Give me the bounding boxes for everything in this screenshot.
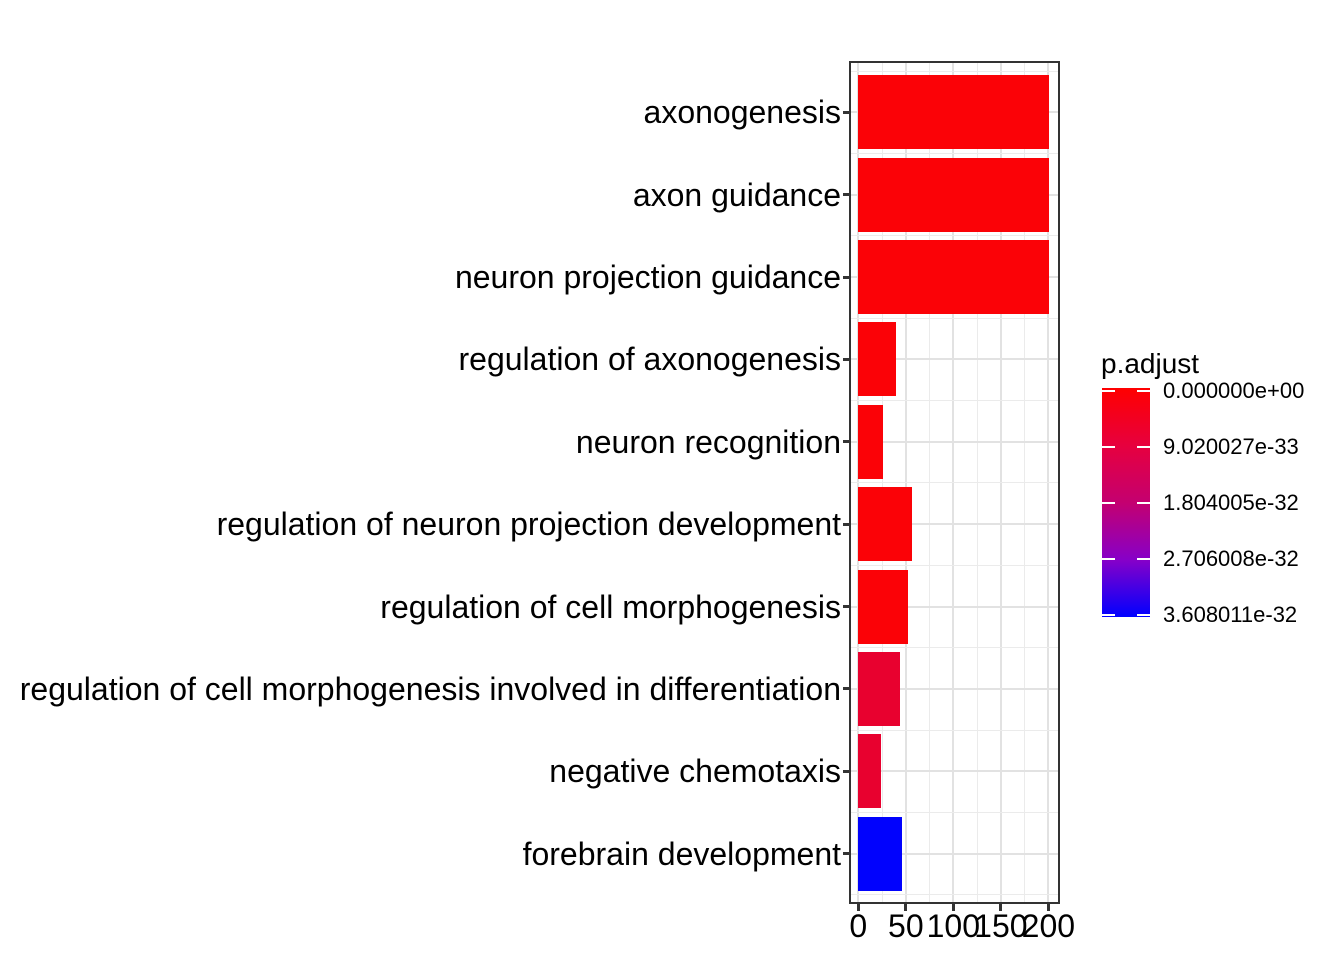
legend-tick-left: [1102, 614, 1115, 616]
y-axis-tick: [843, 357, 850, 361]
gridline-horizontal-minor: [851, 811, 1058, 813]
gridline-horizontal-major: [851, 605, 1058, 608]
y-axis-tick: [843, 769, 850, 773]
legend-tick-label: 2.706008e-32: [1163, 546, 1299, 571]
category-label: regulation of cell morphogenesis: [380, 588, 841, 625]
legend-tick-label: 0.000000e+00: [1163, 378, 1305, 403]
legend-tick-right: [1137, 390, 1150, 392]
y-axis-tick: [843, 852, 850, 856]
gridline-horizontal-major: [851, 440, 1058, 443]
gridline-horizontal-minor: [851, 894, 1058, 896]
category-label: regulation of neuron projection developm…: [216, 506, 841, 543]
category-label: regulation of axonogenesis: [458, 341, 842, 378]
x-axis-tick-label: 200: [1021, 908, 1076, 944]
x-axis-tick-label: 50: [888, 908, 924, 944]
y-axis-tick: [843, 275, 850, 279]
bar-forebrain-development: [858, 816, 902, 891]
category-label: regulation of cell morphogenesis involve…: [19, 670, 841, 707]
bar-regulation-of-cell-morphogenesis-involved-in-differentiation: [858, 651, 901, 726]
bar-neuron-projection-guidance: [858, 240, 1050, 315]
y-axis-tick: [843, 687, 850, 691]
gridline-horizontal-minor: [851, 70, 1058, 72]
legend-tick-right: [1137, 614, 1150, 616]
gridline-horizontal-minor: [851, 153, 1058, 155]
legend-tick-left: [1102, 558, 1115, 560]
legend-tick-left: [1102, 390, 1115, 392]
y-axis-tick: [843, 605, 850, 608]
gridline-horizontal-major: [851, 523, 1058, 526]
category-label: negative chemotaxis: [549, 753, 841, 790]
gridline-horizontal-minor: [851, 235, 1058, 237]
bar-axon-guidance: [858, 157, 1050, 232]
bar-regulation-of-cell-morphogenesis: [858, 569, 908, 644]
legend-tick-right: [1137, 558, 1150, 560]
x-axis-tick: [1046, 903, 1050, 911]
x-axis-tick: [856, 903, 860, 911]
legend-tick-left: [1102, 502, 1115, 504]
legend-tick-right: [1137, 502, 1150, 504]
legend-tick-label: 9.020027e-33: [1163, 434, 1299, 459]
bar-regulation-of-neuron-projection-development: [858, 487, 912, 562]
legend-tick-right: [1137, 446, 1150, 448]
legend-title: p.adjust: [1101, 348, 1200, 379]
gridline-horizontal-minor: [851, 647, 1058, 649]
legend-tick-label: 3.608011e-32: [1163, 602, 1298, 627]
x-axis-tick-label: 150: [974, 908, 1028, 944]
y-axis-tick: [843, 193, 850, 197]
bar-neuron-recognition: [858, 404, 883, 479]
gridline-horizontal-minor: [851, 564, 1058, 566]
gridline-horizontal-minor: [851, 400, 1058, 402]
category-label: axonogenesis: [643, 94, 841, 131]
x-axis-tick-label: 0: [849, 908, 868, 944]
gridline-horizontal-major: [851, 358, 1058, 361]
bar-axonogenesis: [858, 75, 1050, 150]
x-axis-tick-label: 100: [926, 908, 981, 944]
y-axis-tick: [843, 440, 850, 444]
bar-negative-chemotaxis: [858, 734, 882, 809]
gridline-horizontal-major: [851, 687, 1058, 690]
y-axis-tick: [843, 522, 850, 526]
legend-tick-left: [1102, 446, 1115, 448]
category-label: neuron projection guidance: [454, 259, 841, 296]
x-axis-tick: [904, 903, 908, 911]
x-axis-tick: [951, 903, 955, 911]
gridline-horizontal-major: [851, 770, 1058, 773]
y-axis-tick: [843, 110, 850, 114]
category-label: axon guidance: [632, 176, 841, 213]
x-axis-tick: [999, 903, 1003, 911]
gridline-horizontal-minor: [851, 317, 1058, 319]
gridline-horizontal-minor: [851, 729, 1058, 731]
category-label: neuron recognition: [575, 423, 841, 460]
bar-regulation-of-axonogenesis: [858, 322, 897, 397]
legend-tick-label: 1.804005e-32: [1163, 490, 1299, 515]
gridline-horizontal-minor: [851, 482, 1058, 484]
gridline-horizontal-major: [851, 852, 1058, 855]
category-label: forebrain development: [522, 835, 841, 872]
